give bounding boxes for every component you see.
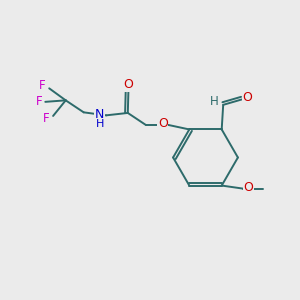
Text: O: O [158,117,168,130]
Text: F: F [43,112,50,125]
Text: N: N [95,108,104,121]
Text: F: F [39,79,46,92]
Text: H: H [95,119,104,129]
Text: O: O [242,92,252,104]
Text: H: H [210,95,219,108]
Text: F: F [35,95,42,108]
Text: O: O [124,78,133,91]
Text: O: O [243,182,253,194]
